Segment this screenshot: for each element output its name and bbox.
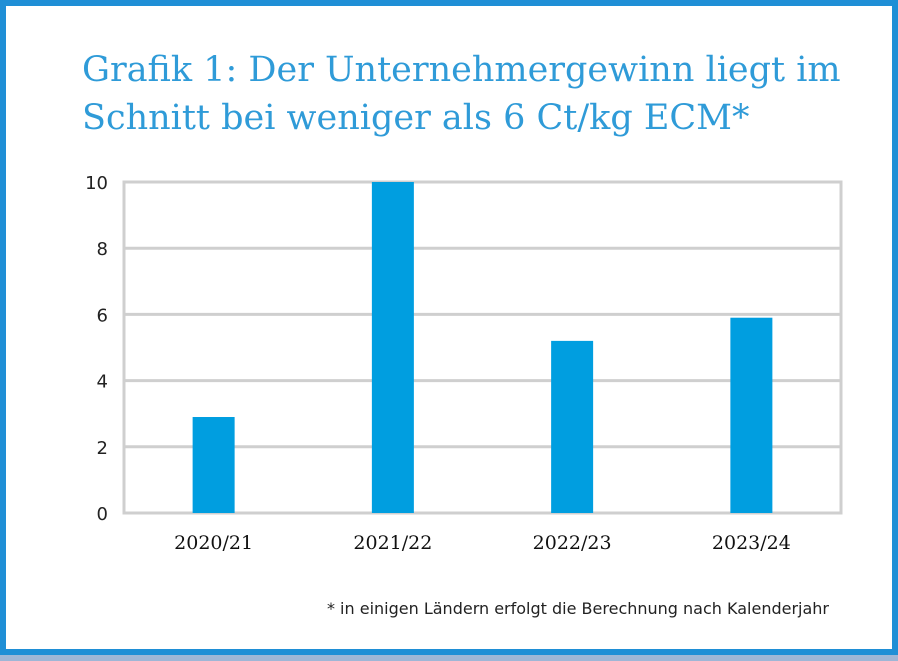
chart-title: Grafik 1: Der Unternehmergewinn liegt im… [82, 50, 841, 138]
y-tick-label: 4 [97, 372, 108, 393]
y-tick-label: 6 [97, 305, 108, 326]
footnote: * in einigen Ländern erfolgt die Berechn… [326, 599, 829, 618]
y-tick-label: 10 [85, 173, 108, 194]
x-tick-label: 2022/23 [533, 532, 612, 554]
bar [192, 417, 235, 513]
bar-chart: 0 2 4 6 8 10 2020/21 2021/22 2022/23 2023/24 [85, 173, 843, 554]
bar [730, 317, 773, 513]
x-tick-label: 2020/21 [174, 532, 253, 554]
bar [371, 182, 414, 513]
x-tick-label: 2023/24 [712, 532, 791, 554]
x-tick-label: 2021/22 [353, 532, 432, 554]
y-tick-label: 0 [97, 504, 108, 525]
y-tick-label: 2 [97, 438, 108, 459]
y-tick-label: 8 [97, 239, 108, 260]
bar [551, 340, 594, 513]
